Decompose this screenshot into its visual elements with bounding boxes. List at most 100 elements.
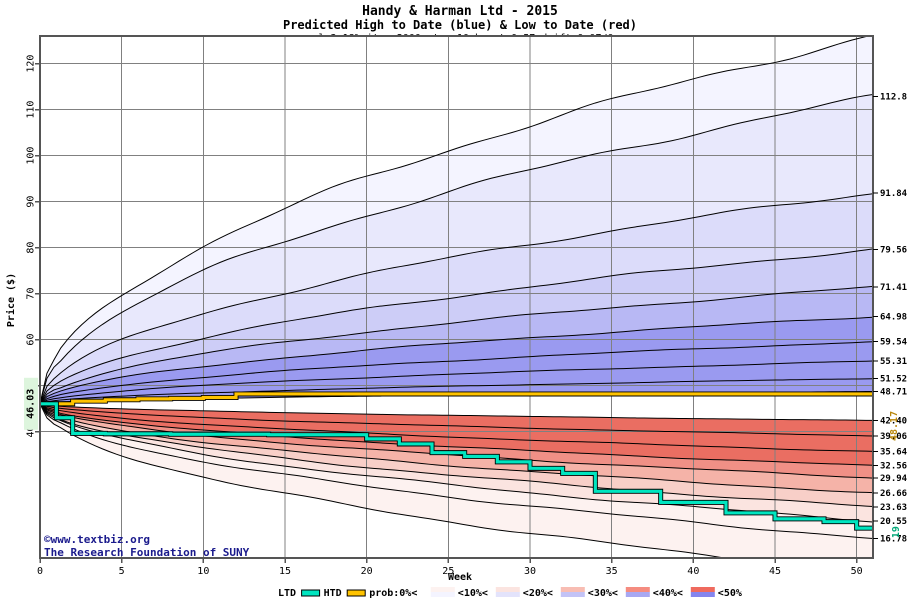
boundary-curve-11 <box>40 403 873 437</box>
htd-end-label: 48.17 <box>889 411 900 441</box>
x-tick-label-0: 0 <box>37 566 43 577</box>
ltd-line <box>40 402 873 530</box>
boundary-curve-6 <box>40 341 873 405</box>
y-tick-label-60: 60 <box>26 334 37 346</box>
boundary-curve-12 <box>40 403 873 452</box>
x-tick-label-20: 20 <box>361 566 373 577</box>
red-band-outer <box>40 403 873 558</box>
blue-band-4 <box>40 286 873 404</box>
blue-band-3 <box>40 248 873 404</box>
plot-area: 40 50 60 70 80 90 100 110 120 46.03 0 5 10 15 20 25 30 35… <box>24 35 908 577</box>
legend-swatch-red-3 <box>430 587 455 592</box>
boundary-curve-10 <box>40 403 873 421</box>
x-tick-label-45: 45 <box>769 566 781 577</box>
legend-label-5: <30%< <box>588 588 618 599</box>
legend-swatch-blue-5 <box>560 592 585 597</box>
legend-swatch-blue-6 <box>625 592 650 597</box>
legend-swatch-red-7 <box>690 587 715 592</box>
right-label-35.64: 35.64 <box>880 448 908 458</box>
right-label-79.56: 79.56 <box>880 246 907 256</box>
y-tick-label-120: 120 <box>26 55 37 73</box>
red-band-6 <box>40 403 873 452</box>
y-tick-label-110: 110 <box>26 101 37 119</box>
chart-subtitle: Predicted High to Date (blue) & Low to D… <box>283 18 637 32</box>
blue-band-outer <box>40 36 873 404</box>
series-lines <box>40 391 873 531</box>
red-band-7 <box>40 403 873 436</box>
boundary-curve-7 <box>40 360 873 405</box>
legend-swatch-htd <box>346 589 366 597</box>
legend-swatch-red-4 <box>495 587 520 592</box>
legend-label-prob: prob:0%< <box>369 588 417 599</box>
blue-band-7 <box>40 361 873 404</box>
blue-band-6 <box>40 341 873 404</box>
right-label-55.31: 55.31 <box>880 357 907 367</box>
y-tick-label-70: 70 <box>26 288 37 300</box>
boundary-curve-0 <box>40 36 871 404</box>
probability-bands <box>40 36 873 558</box>
right-label-71.41: 71.41 <box>880 283 907 293</box>
legend-swatch-blue-7 <box>690 592 715 597</box>
chart-title: Handy & Harman Ltd - 2015 <box>362 4 558 19</box>
start-price-highlight <box>24 377 38 430</box>
x-tick-label-5: 5 <box>119 566 125 577</box>
boundary-curve-1 <box>40 93 873 404</box>
y-tick-label-100: 100 <box>26 147 37 165</box>
blue-band-1 <box>40 94 873 404</box>
x-tick-label-35: 35 <box>606 566 618 577</box>
red-band-3 <box>40 403 873 493</box>
plot-frame <box>39 35 874 559</box>
boundary-curve-3 <box>40 248 873 405</box>
legend-label-7: <50% <box>718 588 742 599</box>
blue-band-2 <box>40 193 873 404</box>
red-band-4 <box>40 403 873 479</box>
legend-label-3: <10%< <box>458 588 488 599</box>
x-axis-label: Week <box>448 572 472 583</box>
right-label-59.54: 59.54 <box>880 338 908 348</box>
legend-swatch-blue-4 <box>495 592 520 597</box>
right-label-16.78: 16.78 <box>880 534 907 544</box>
legend-swatch-ltd <box>301 589 321 597</box>
neutral-band <box>40 391 873 421</box>
x-tick-label-50: 50 <box>851 566 863 577</box>
right-label-29.94: 29.94 <box>880 474 908 484</box>
y-tick-label-90: 90 <box>26 196 37 208</box>
right-label-64.98: 64.98 <box>880 313 907 323</box>
start-price-label: 46.03 <box>24 377 38 430</box>
credit-website: ©www.textbiz.org <box>44 533 150 546</box>
axes: 40 50 60 70 80 90 100 110 120 46.03 0 5 10 15 20 25 30 35… <box>24 35 874 577</box>
legend-label-4: <20%< <box>523 588 553 599</box>
x-tick-label-10: 10 <box>197 566 209 577</box>
right-label-32.56: 32.56 <box>880 462 907 472</box>
y-axis-label: Price ($) <box>5 273 17 327</box>
right-label-91.84: 91.84 <box>880 189 908 199</box>
right-label-42.40: 42.40 <box>880 416 907 426</box>
legend-swatch-blue-3 <box>430 592 455 597</box>
boundary-curve-19 <box>40 403 728 558</box>
right-value-labels: 112.8 91.84 79.56 71.41 64.98 59.54 55.31 51.52… <box>873 93 908 544</box>
red-band-2 <box>40 403 873 507</box>
x-tick-label-15: 15 <box>279 566 291 577</box>
x-tick-label-40: 40 <box>687 566 699 577</box>
boundary-curve-2 <box>40 193 873 404</box>
chart-legend: LTD HTD prob:0%< <10%< <20%< <30%< <40%< <50% <box>278 587 742 599</box>
boundary-curve-4 <box>40 285 873 405</box>
legend-label-ltd: LTD <box>278 588 296 599</box>
boundary-curve-18 <box>40 403 873 539</box>
boundary-curve-16 <box>40 403 873 507</box>
credit-organization: The Research Foundation of SUNY <box>44 546 250 559</box>
htd-line <box>40 392 873 406</box>
legend-swatch-red-6 <box>625 587 650 592</box>
right-label-112.8: 112.8 <box>880 93 907 103</box>
right-label-39.06: 39.06 <box>880 432 907 442</box>
right-label-51.52: 51.52 <box>880 375 907 385</box>
x-tick-label-30: 30 <box>524 566 536 577</box>
y-tick-label-80: 80 <box>26 242 37 254</box>
x-tick-label-25: 25 <box>442 566 454 577</box>
blue-band-0 <box>40 36 873 404</box>
start-price-text: 46.03 <box>26 389 37 419</box>
boundary-curve-13 <box>40 403 873 466</box>
boundary-curve-17 <box>40 403 873 523</box>
y-tick-label-40: 40 <box>26 426 37 438</box>
